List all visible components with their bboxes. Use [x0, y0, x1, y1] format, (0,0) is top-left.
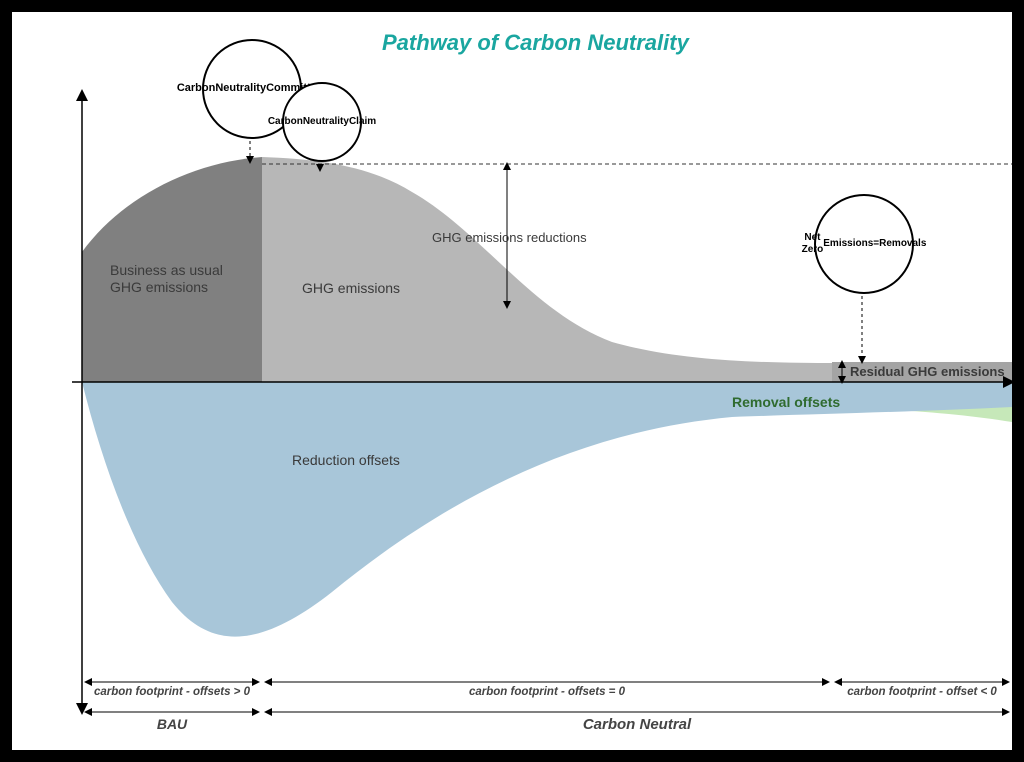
diagram-stage: Pathway of Carbon Neutrality: [12, 12, 1012, 750]
bracket-label: BAU: [82, 716, 262, 732]
label-bau: Business as usualGHG emissions: [110, 262, 223, 296]
label-reduction-offsets: Reduction offsets: [292, 452, 400, 469]
bracket-label: Carbon Neutral: [262, 716, 1012, 733]
label-removal-offsets: Removal offsets: [732, 394, 840, 411]
bracket-label: carbon footprint - offset < 0: [832, 686, 1012, 698]
chart-svg: [12, 12, 1012, 750]
bracket-label: carbon footprint - offsets > 0: [82, 686, 262, 698]
label-ghg-emissions: GHG emissions: [302, 280, 400, 297]
bracket-label: carbon footprint - offsets = 0: [262, 686, 832, 698]
callout-claim: CarbonNeutralityClaim: [282, 82, 362, 162]
label-ghg-reductions: GHG emissions reductions: [432, 230, 587, 246]
area-reduction-offsets: [82, 382, 1012, 637]
callout-netzero: Net ZeroEmissions=Removals: [814, 194, 914, 294]
label-residual: Residual GHG emissions: [850, 364, 1005, 380]
